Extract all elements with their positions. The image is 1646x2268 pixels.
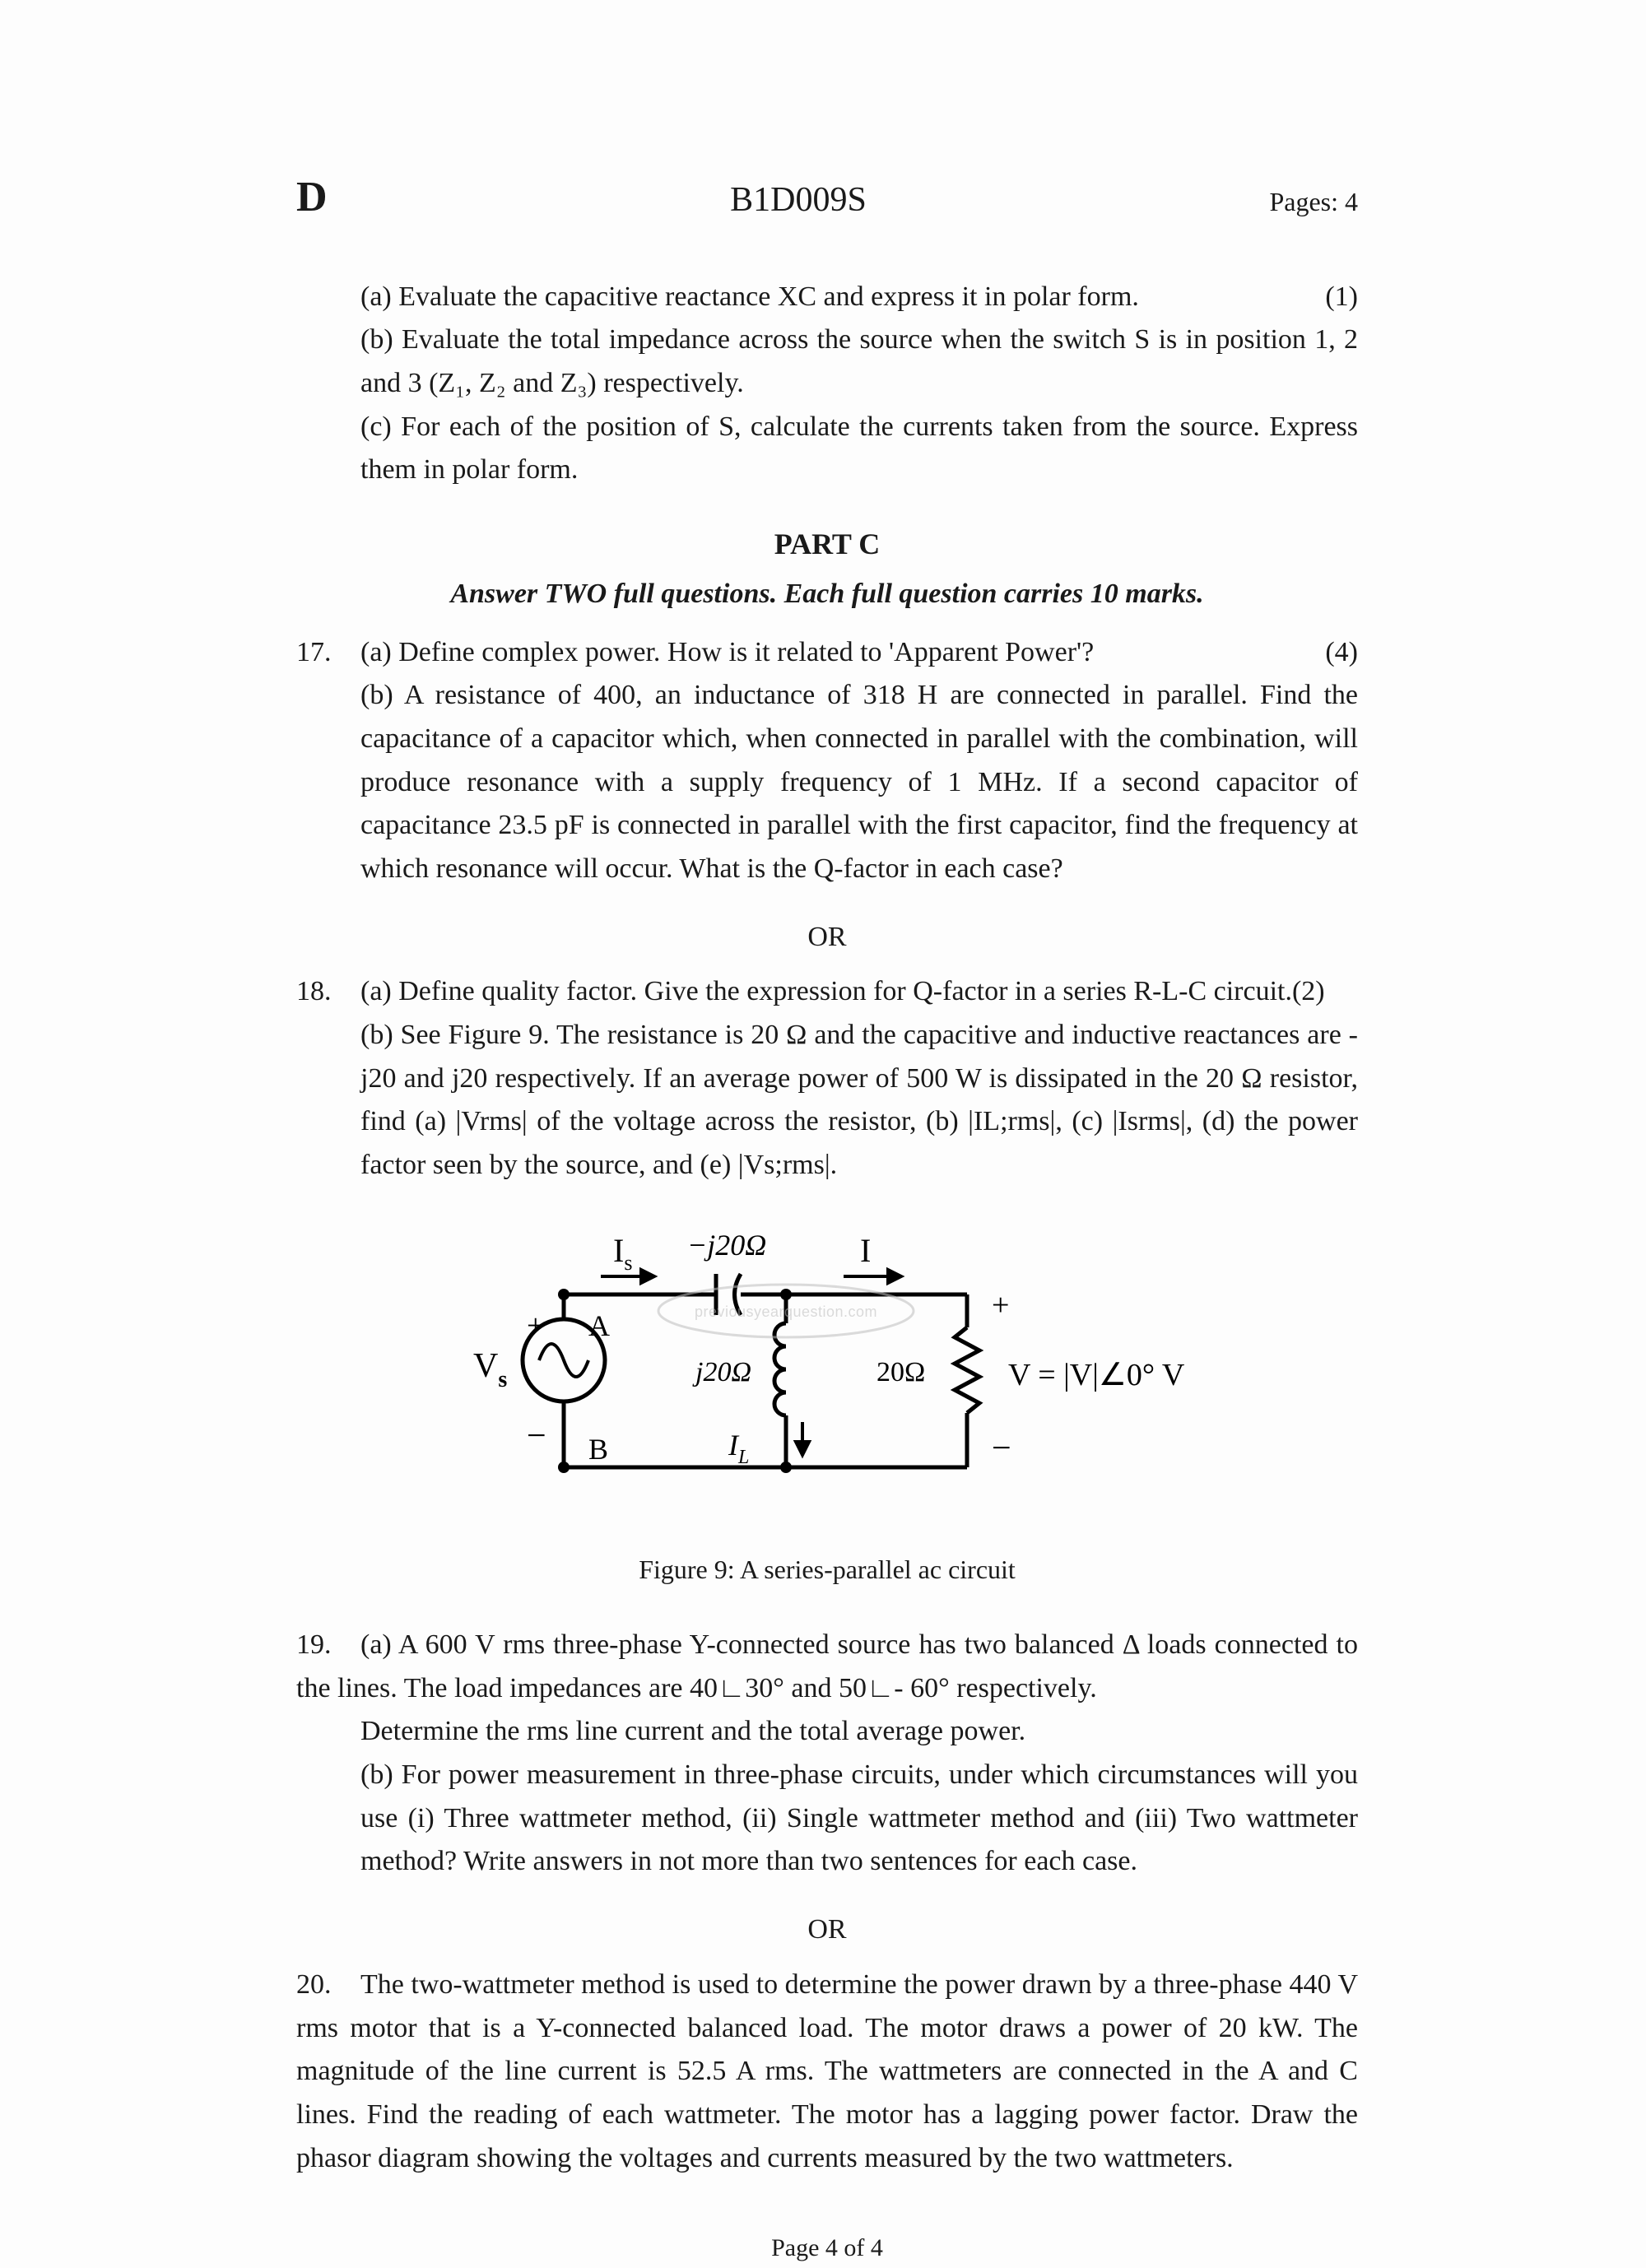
question-17: 17.(a) Define complex power. How is it r…	[296, 631, 1358, 891]
label-b: B	[588, 1433, 608, 1466]
question-20: 20.The two-wattmeter method is used to d…	[296, 1964, 1358, 2180]
page-header: D B1D009S Pages: 4	[296, 165, 1358, 231]
label-res: 20Ω	[876, 1357, 925, 1387]
label-minus-src: −	[527, 1417, 546, 1455]
figure-9-circuit: previousyearquestion.com Is −j20Ω I A B …	[296, 1212, 1358, 1531]
header-paper-code: B1D009S	[328, 174, 1270, 227]
figure-9-caption: Figure 9: A series-parallel ac circuit	[296, 1550, 1358, 1591]
part-a-marks: (1)	[1325, 276, 1358, 319]
part-c: (c) For each of the position of S, calcu…	[360, 406, 1358, 492]
circuit-svg: previousyearquestion.com Is −j20Ω I A B …	[457, 1212, 1197, 1517]
or-separator-1: OR	[296, 916, 1358, 960]
part-a-text: (a) Evaluate the capacitive reactance XC…	[360, 281, 1139, 312]
part-a: (a) Evaluate the capacitive reactance XC…	[360, 276, 1358, 319]
label-cap: −j20Ω	[687, 1229, 766, 1262]
label-is: Is	[613, 1232, 632, 1275]
page-footer: Page 4 of 4	[296, 2229, 1358, 2268]
q19-number: 19.	[296, 1624, 360, 1667]
or-separator-2: OR	[296, 1908, 1358, 1952]
question-18: 18.(a) Define quality factor. Give the e…	[296, 970, 1358, 1187]
q17-number: 17.	[296, 631, 360, 675]
label-vs: Vs	[473, 1347, 507, 1392]
label-il: IL	[728, 1429, 749, 1468]
q17-b: (b) A resistance of 400, an inductance o…	[296, 674, 1358, 890]
label-vout: V = |V|∠0° V	[1008, 1358, 1185, 1392]
label-plus-load: +	[992, 1288, 1009, 1322]
question-19: 19.(a) A 600 V rms three-phase Y-connect…	[296, 1624, 1358, 1884]
q20-number: 20.	[296, 1964, 360, 2007]
label-minus-load: −	[992, 1429, 1011, 1467]
q17-a-text: (a) Define complex power. How is it rela…	[360, 637, 1094, 667]
label-i: I	[860, 1232, 871, 1269]
label-a: A	[588, 1309, 610, 1342]
label-plus-src: +	[527, 1308, 544, 1343]
label-ind: j20Ω	[692, 1357, 751, 1387]
watermark-text: previousyearquestion.com	[695, 1304, 877, 1320]
q19-b: (b) For power measurement in three-phase…	[296, 1754, 1358, 1884]
q19-a: (a) A 600 V rms three-phase Y-connected …	[296, 1629, 1358, 1703]
q18-b: (b) See Figure 9. The resistance is 20 Ω…	[296, 1014, 1358, 1187]
q18-a: (a) Define quality factor. Give the expr…	[360, 976, 1325, 1006]
part-c-heading: PART C	[296, 522, 1358, 568]
content-area: (a) Evaluate the capacitive reactance XC…	[296, 276, 1358, 2268]
header-pages: Pages: 4	[1269, 182, 1358, 223]
part-c-instruction: Answer TWO full questions. Each full que…	[296, 573, 1358, 616]
q19-a2: Determine the rms line current and the t…	[296, 1710, 1358, 1754]
q17-a-marks: (4)	[1325, 631, 1358, 675]
part-b: (b) Evaluate the total impedance across …	[360, 318, 1358, 405]
q18-number: 18.	[296, 970, 360, 1014]
continued-question-parts: (a) Evaluate the capacitive reactance XC…	[296, 276, 1358, 492]
q20-body: The two-wattmeter method is used to dete…	[296, 1969, 1358, 2173]
header-section-letter: D	[296, 165, 328, 231]
